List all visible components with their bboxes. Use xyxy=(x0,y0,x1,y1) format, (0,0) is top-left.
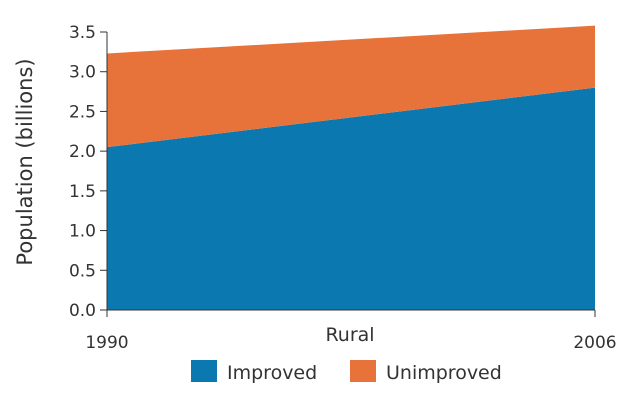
legend-label: Improved xyxy=(227,362,317,384)
y-tick-label: 3.0 xyxy=(69,63,96,83)
legend-swatch xyxy=(191,360,217,382)
y-tick-label: 0.0 xyxy=(69,301,96,321)
category-label: Rural xyxy=(325,324,374,346)
y-tick-label: 2.5 xyxy=(69,102,96,122)
x-tick-label: 1990 xyxy=(85,333,128,353)
legend-label: Unimproved xyxy=(386,362,502,384)
y-tick-label: 1.5 xyxy=(69,182,96,202)
legend-item-improved: Improved xyxy=(191,360,317,384)
y-tick-label: 2.0 xyxy=(69,142,96,162)
legend-item-unimproved: Unimproved xyxy=(350,360,502,384)
x-tick-label: 2006 xyxy=(573,333,616,353)
y-tick-label: 0.5 xyxy=(69,261,96,281)
plot-areas xyxy=(107,25,595,310)
legend-swatch xyxy=(350,360,376,382)
area-improved xyxy=(107,87,595,310)
legend: Improved Unimproved xyxy=(191,360,502,384)
y-axis-title: Population (billions) xyxy=(13,58,37,265)
y-axis: 0.0 0.5 1.0 1.5 2.0 2.5 3.0 3.5 xyxy=(69,23,108,321)
area-unimproved xyxy=(107,25,595,148)
y-tick-label: 1.0 xyxy=(69,222,96,242)
y-tick-label: 3.5 xyxy=(69,23,96,43)
x-axis: 1990 2006 xyxy=(85,309,617,353)
